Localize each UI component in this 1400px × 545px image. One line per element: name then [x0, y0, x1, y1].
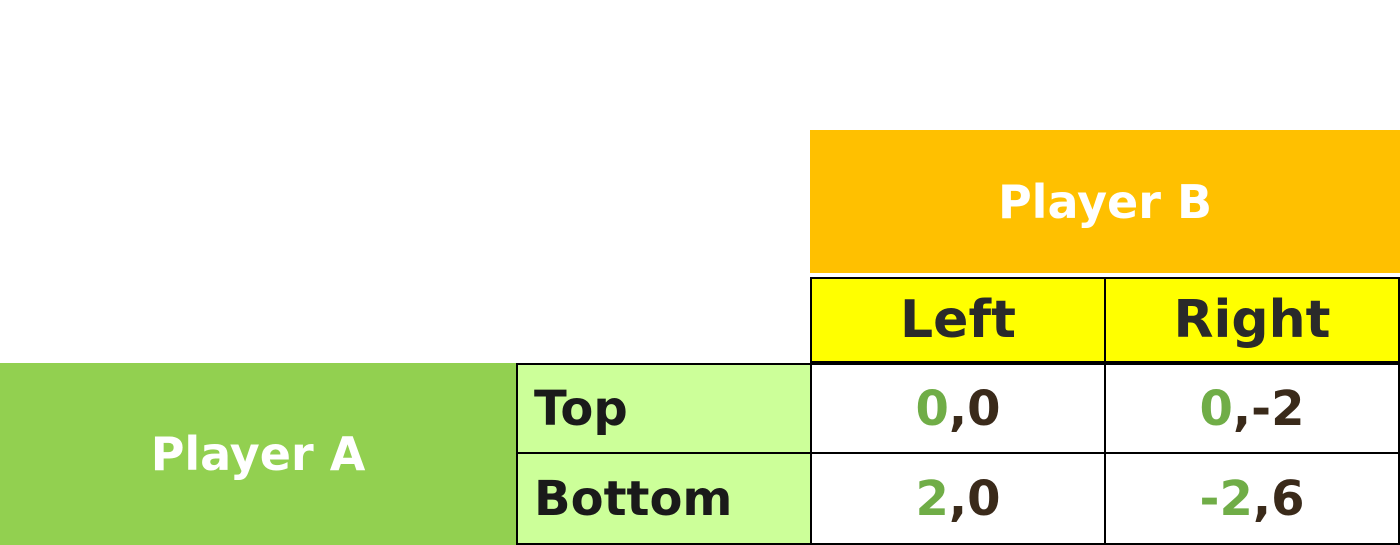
row-header-top: Top: [516, 363, 812, 454]
player-b-payoff: 0: [967, 470, 1001, 527]
player-b-header: Player B: [810, 130, 1400, 273]
payoff-cell-top-left: 0,0: [810, 363, 1106, 454]
payoff-cell-bottom-left: 2,0: [810, 452, 1106, 545]
player-b-payoff: -2: [1251, 380, 1305, 437]
player-b-payoff: 0: [967, 380, 1001, 437]
column-header-left: Left: [810, 277, 1106, 363]
column-label-left: Left: [900, 290, 1016, 350]
column-label-right: Right: [1173, 290, 1331, 350]
player-a-label: Player A: [150, 427, 366, 481]
player-b-payoff: 6: [1271, 470, 1305, 527]
row-label-bottom: Bottom: [534, 470, 733, 527]
row-header-bottom: Bottom: [516, 452, 812, 545]
payoff-separator: ,: [948, 470, 968, 527]
payoff-cell-top-right: 0, -2: [1104, 363, 1400, 454]
payoff-cell-bottom-right: -2, 6: [1104, 452, 1400, 545]
player-a-payoff: 0: [915, 380, 949, 437]
payoff-separator: ,: [948, 380, 968, 437]
player-a-payoff: 0: [1199, 380, 1233, 437]
payoff-separator: ,: [1252, 470, 1272, 527]
player-a-header: Player A: [0, 363, 516, 545]
player-b-label: Player B: [997, 174, 1213, 229]
player-a-payoff: 2: [915, 470, 949, 527]
row-label-top: Top: [534, 380, 628, 437]
player-a-payoff: -2: [1199, 470, 1253, 527]
payoff-separator: ,: [1232, 380, 1252, 437]
column-header-right: Right: [1104, 277, 1400, 363]
